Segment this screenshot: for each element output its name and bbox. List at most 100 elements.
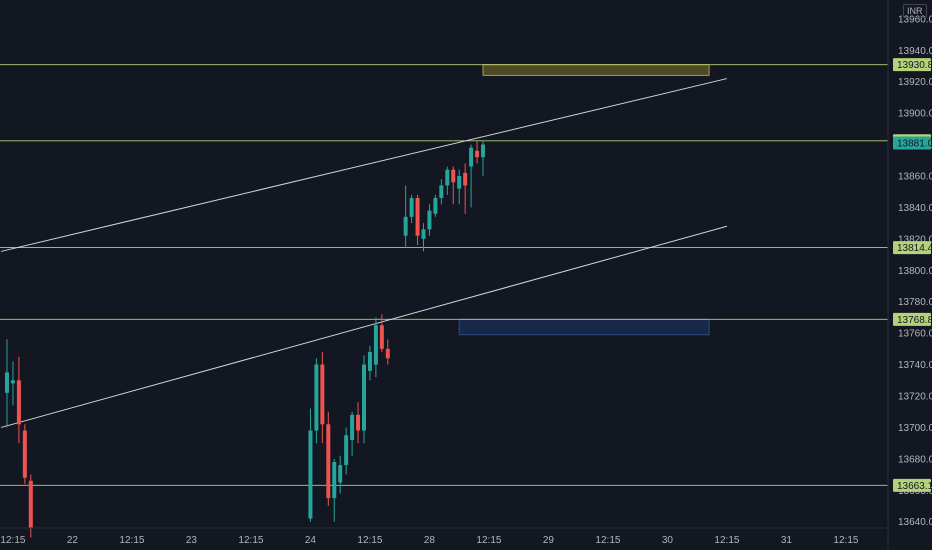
badge-bg [893,478,931,492]
y-tick-label: 13900.00 [898,109,932,120]
candle-body [475,150,480,158]
demand-zone-1 [458,318,710,336]
candle-23 [427,204,432,236]
x-tick-label: 23 [186,535,198,546]
candle-body [403,216,408,236]
candle-body [469,147,474,167]
x-tick-label: 29 [543,535,555,546]
candle-24 [433,194,438,217]
candle-29 [463,163,468,214]
y-tick-label: 13680.00 [898,454,932,465]
y-tick-label: 13860.00 [898,172,932,183]
candle-22 [421,223,426,252]
candle-body [356,414,361,431]
candle-body [409,198,414,217]
candle-10 [338,455,343,494]
trend-line-1 [0,225,728,428]
candle-25 [439,179,444,205]
candle-body [457,176,462,189]
candle-3 [22,424,27,484]
badge-label: 13663.15 [897,481,932,492]
candle-body [22,430,27,478]
badge-bg [893,241,931,255]
badge-bg [893,58,931,72]
candle-32 [481,141,485,176]
candle-body [367,352,372,371]
badge-bg [893,136,931,150]
candle-body [5,372,9,393]
badge-bg [893,312,931,326]
y-tick-label: 13640.00 [898,517,932,528]
candle-body [10,380,15,384]
x-tick-label: 12:15 [357,535,382,546]
candle-2 [16,356,21,444]
candle-26 [445,166,450,195]
candle-body [451,169,456,183]
candle-body [362,364,366,431]
candle-body [308,430,313,519]
y-tick-label: 13740.00 [898,360,932,371]
level-badge-2: 13814.45 [893,241,932,255]
level-badge-4: 13663.15 [893,478,932,492]
y-tick-label: 13920.00 [898,77,932,88]
y-tick-label: 13700.00 [898,423,932,434]
candle-body [433,198,438,214]
x-tick-label: 28 [424,535,436,546]
y-tick-label: 13940.00 [898,46,932,57]
candle-8 [326,411,331,506]
candle-body [320,364,325,425]
candles-layer [5,141,485,538]
y-tick-label: 13960.00 [898,14,932,25]
x-tick-label: 22 [67,535,79,546]
badge-label: 13930.85 [897,60,932,71]
trendlines-layer [0,78,728,428]
candle-12 [350,411,355,456]
x-tick-label: 12:15 [0,535,25,546]
candle-17 [379,314,384,352]
candle-body [415,198,420,236]
x-tick-label: 12:15 [833,535,858,546]
candle-body [379,325,384,349]
candle-13 [356,402,361,444]
y-tick-label: 13780.00 [898,297,932,308]
candle-body [445,169,450,186]
candle-14 [362,355,366,444]
candle-21 [415,194,420,246]
candle-28 [457,169,462,205]
candle-body [16,380,21,425]
time-axis[interactable]: 12:15 22 12:15 23 12:15 24 12:15 28 12:15 29 12:15… [0,535,858,546]
price-axis[interactable]: 13640.0013660.0013680.0013700.0013720.00… [898,14,932,528]
candle-20 [409,194,414,224]
x-tick-label: 24 [305,535,317,546]
candle-5 [308,408,313,522]
candle-1 [10,361,15,406]
x-tick-label: 12:15 [238,535,263,546]
x-tick-label: 12:15 [714,535,739,546]
badge-label: 13768.80 [897,315,932,326]
last-price-badge: 13881.00 [893,136,932,150]
level-badge-0: 13930.85 [893,58,932,72]
x-tick-label: 30 [662,535,674,546]
candle-7 [320,352,325,444]
y-tick-label: 13820.00 [898,234,932,245]
candle-16 [373,317,378,378]
candle-31 [475,141,480,164]
supply-zone-0 [482,64,710,76]
y-tick-label: 13720.00 [898,392,932,403]
candle-11 [344,427,349,475]
candle-body [344,435,349,466]
badge-label: 13814.45 [897,243,932,254]
x-tick-label: 12:15 [595,535,620,546]
currency-label[interactable]: INR [903,4,927,18]
y-tick-label: 13840.00 [898,203,932,214]
candle-body [421,229,426,239]
candle-0 [5,339,9,428]
candle-body [332,462,337,499]
candle-6 [314,358,319,444]
candle-18 [385,339,390,365]
levels-layer [0,64,888,486]
trend-line-0 [0,78,728,252]
candle-body [373,325,378,365]
badge-label: 13881.00 [897,139,932,150]
